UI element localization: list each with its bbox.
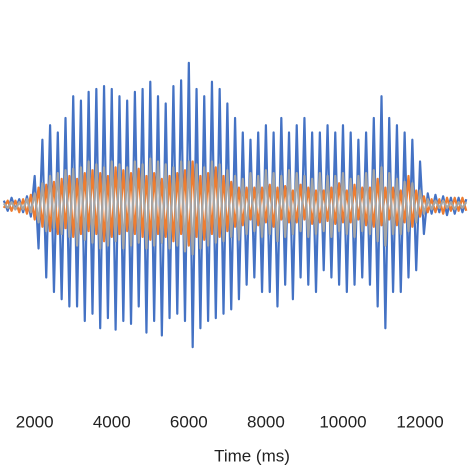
series-line bbox=[2, 160, 468, 247]
x-tick-label: 4000 bbox=[93, 412, 131, 431]
series-line bbox=[2, 61, 468, 349]
x-tick-label: 2000 bbox=[16, 412, 54, 431]
x-tick-label: 6000 bbox=[170, 412, 208, 431]
x-tick-label: 8000 bbox=[247, 412, 285, 431]
x-tick-label: 12000 bbox=[396, 412, 443, 431]
x-tick-label: 10000 bbox=[319, 412, 366, 431]
x-axis-label: Time (ms) bbox=[214, 446, 290, 465]
series-line bbox=[3, 157, 468, 256]
plot-area bbox=[2, 61, 468, 349]
